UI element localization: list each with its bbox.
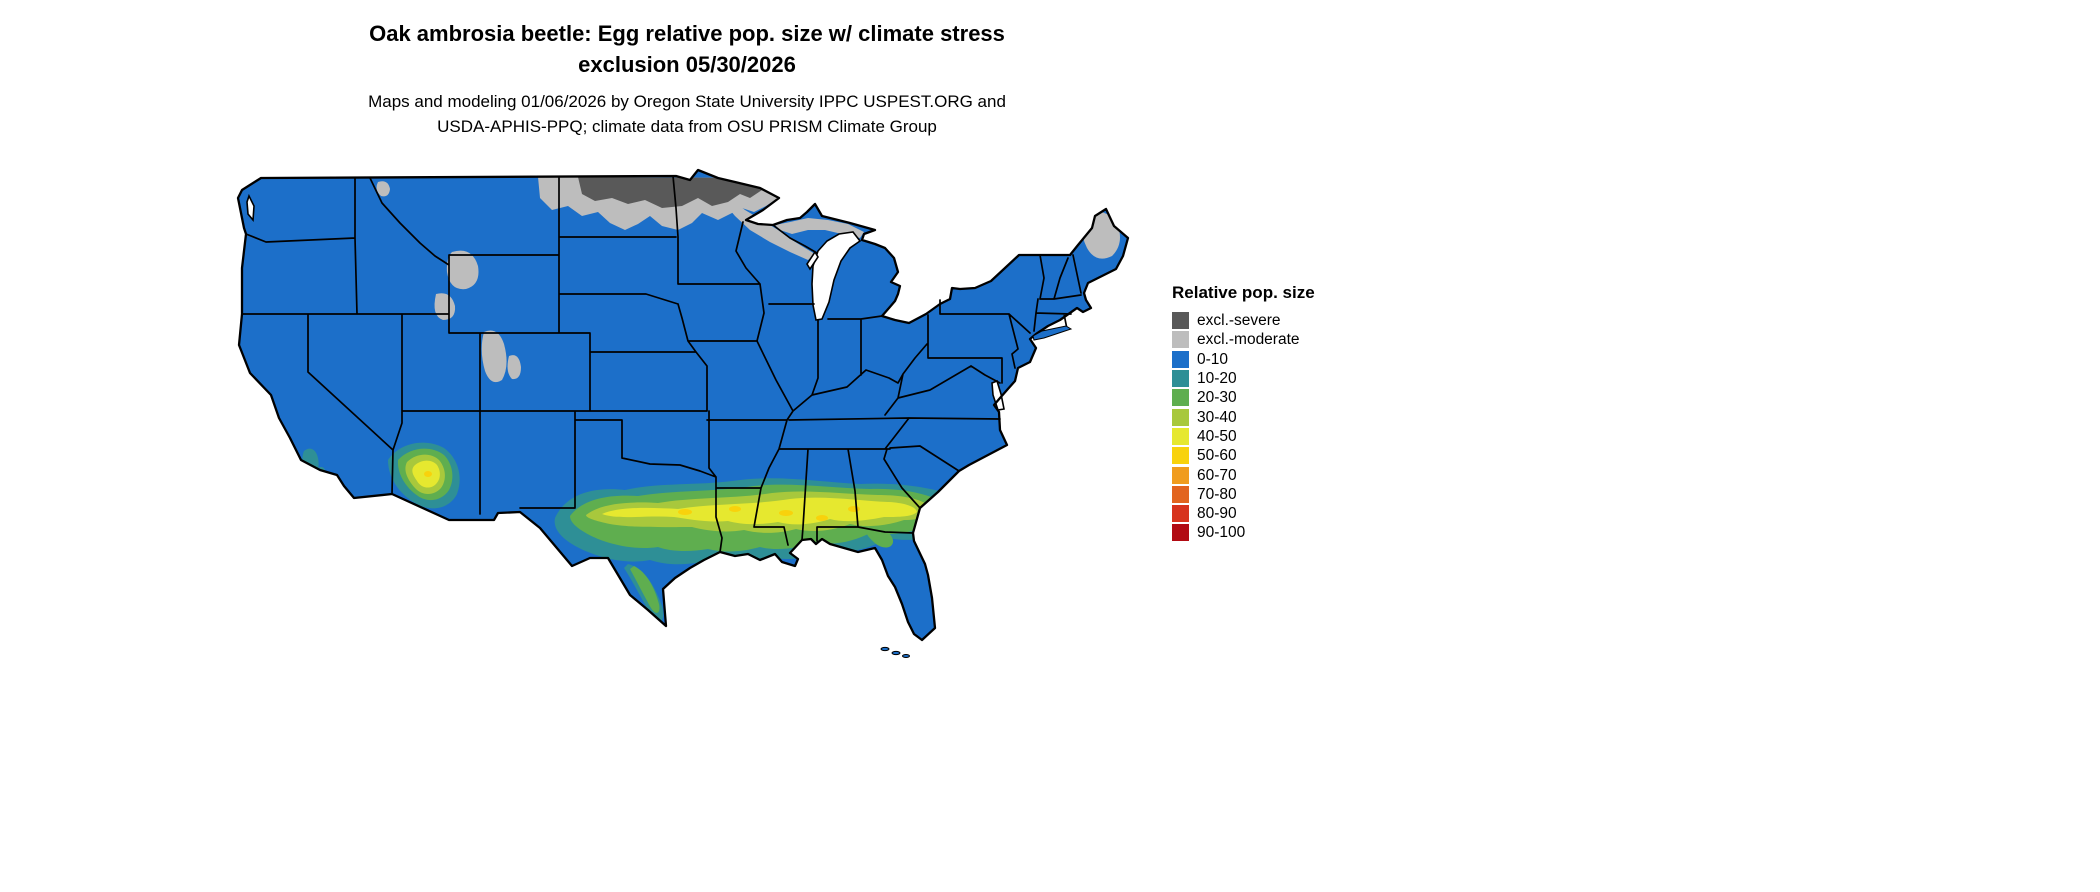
state-borders — [241, 175, 1082, 553]
us-choropleth-map — [230, 168, 1140, 663]
legend-swatch-80-90 — [1172, 505, 1189, 523]
legend-swatch-50-60 — [1172, 447, 1189, 465]
legend-entry: 10-20 — [1172, 369, 1315, 388]
legend-swatch-60-70 — [1172, 466, 1189, 484]
title-block: Oak ambrosia beetle: Egg relative pop. s… — [0, 18, 1374, 139]
legend-label: 70-80 — [1197, 485, 1237, 503]
legend-swatch-40-50 — [1172, 427, 1189, 445]
legend-swatch-excl-moderate — [1172, 331, 1189, 349]
legend-label: 40-50 — [1197, 427, 1237, 445]
legend-label: 0-10 — [1197, 350, 1229, 368]
florida-keys — [880, 646, 910, 658]
legend-entry: 20-30 — [1172, 388, 1315, 407]
zone-50-60 — [424, 471, 860, 521]
legend-swatch-70-80 — [1172, 485, 1189, 503]
legend-label: 90-100 — [1197, 524, 1246, 542]
legend-entry: 80-90 — [1172, 504, 1315, 523]
page-title: Oak ambrosia beetle: Egg relative pop. s… — [0, 18, 1374, 80]
legend-entry: 70-80 — [1172, 485, 1315, 504]
long-island — [1032, 325, 1073, 341]
great-lakes — [246, 193, 1005, 411]
title-line1: Oak ambrosia beetle: Egg relative pop. s… — [369, 21, 1005, 46]
legend-label: 60-70 — [1197, 466, 1237, 484]
legend-entry: 50-60 — [1172, 446, 1315, 465]
us-map-svg — [236, 168, 1130, 658]
title-line2: exclusion 05/30/2026 — [578, 52, 796, 77]
legend-label: excl.-severe — [1197, 312, 1281, 330]
figure-subtitle: Maps and modeling 01/06/2026 by Oregon S… — [0, 89, 1374, 139]
legend-label: 30-40 — [1197, 408, 1237, 426]
legend-title: Relative pop. size — [1172, 283, 1315, 302]
puget-sound — [246, 193, 255, 223]
legend-swatch-excl-severe — [1172, 312, 1189, 330]
legend-swatch-10-20 — [1172, 370, 1189, 388]
legend-entry: excl.-moderate — [1172, 330, 1315, 349]
excl-severe-zone — [578, 177, 765, 208]
green-bay — [806, 250, 819, 271]
legend-entry: 90-100 — [1172, 523, 1315, 542]
subtitle-line1: Maps and modeling 01/06/2026 by Oregon S… — [368, 92, 1006, 111]
legend-entry: excl.-severe — [1172, 311, 1315, 330]
legend-entry: 60-70 — [1172, 465, 1315, 484]
map-legend: Relative pop. size excl.-severe excl.-mo… — [1172, 283, 1315, 543]
legend-swatch-0-10 — [1172, 350, 1189, 368]
legend-label: 20-30 — [1197, 389, 1237, 407]
legend-entry: 0-10 — [1172, 350, 1315, 369]
lake-michigan — [811, 231, 862, 321]
figure-canvas: Oak ambrosia beetle: Egg relative pop. s… — [0, 18, 1374, 663]
legend-swatch-30-40 — [1172, 408, 1189, 426]
legend-label: excl.-moderate — [1197, 331, 1300, 349]
subtitle-line2: USDA-APHIS-PPQ; climate data from OSU PR… — [437, 117, 937, 136]
legend-entry: 30-40 — [1172, 407, 1315, 426]
legend-label: 10-20 — [1197, 370, 1237, 388]
legend-entry: 40-50 — [1172, 427, 1315, 446]
legend-swatch-20-30 — [1172, 389, 1189, 407]
legend-swatch-90-100 — [1172, 524, 1189, 542]
legend-label: 50-60 — [1197, 447, 1237, 465]
legend-label: 80-90 — [1197, 505, 1237, 523]
